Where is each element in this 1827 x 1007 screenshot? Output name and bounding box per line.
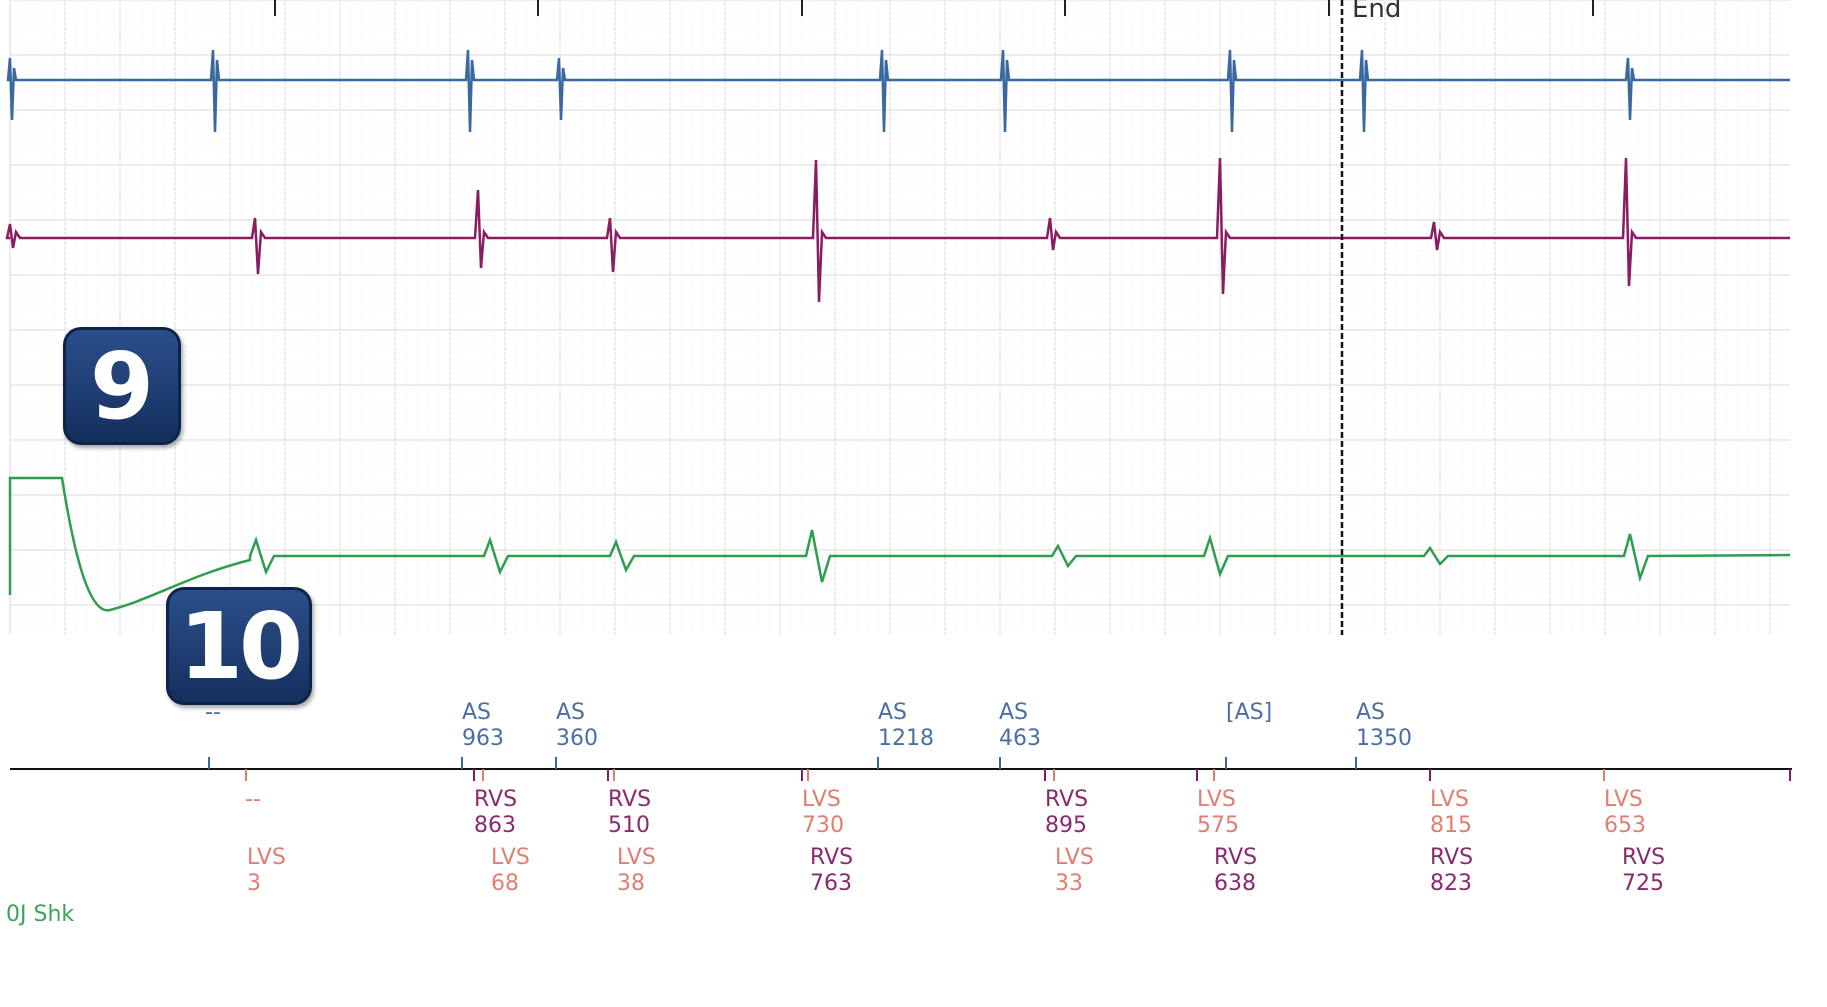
atrial-trace <box>6 49 1790 133</box>
ventricular-marker: LVS 38 <box>617 845 656 896</box>
callout-badge-10: 10 <box>166 587 312 705</box>
ventricular-marker: RVS 725 <box>1622 845 1666 896</box>
ventricular-marker: LVS 575 <box>1197 787 1239 838</box>
ventricular-marker: LVS 815 <box>1430 787 1472 838</box>
end-label: End <box>1352 0 1402 24</box>
callout-badge-9: 9 <box>63 327 181 445</box>
ventricular-marker: RVS 895 <box>1045 787 1089 838</box>
ventricular-marker: RVS 763 <box>810 845 854 896</box>
shock-trace <box>8 476 1791 612</box>
ventricular-marker: RVS 638 <box>1214 845 1258 896</box>
ventricular-marker: RVS 863 <box>474 787 518 838</box>
ventricular-marker: LVS 730 <box>802 787 844 838</box>
atrial-marker: AS 360 <box>556 700 598 751</box>
ventricular-marker: RVS 510 <box>608 787 652 838</box>
atrial-marker: AS 463 <box>999 700 1041 751</box>
atrial-marker: -- <box>205 700 221 725</box>
rv-trace <box>5 157 1790 303</box>
ventricular-marker: LVS 33 <box>1055 845 1094 896</box>
shock-channel-label: 0J Shk <box>6 902 75 927</box>
atrial-marker: [AS] <box>1226 700 1273 725</box>
ventricular-marker: -- <box>245 787 261 812</box>
atrial-marker: AS 1218 <box>878 700 934 751</box>
ventricular-marker: RVS 823 <box>1430 845 1474 896</box>
ventricular-marker: LVS 68 <box>491 845 530 896</box>
atrial-marker: AS 1350 <box>1356 700 1412 751</box>
ventricular-marker: LVS 653 <box>1604 787 1646 838</box>
ventricular-marker: LVS 3 <box>247 845 286 896</box>
atrial-marker: AS 963 <box>462 700 504 751</box>
